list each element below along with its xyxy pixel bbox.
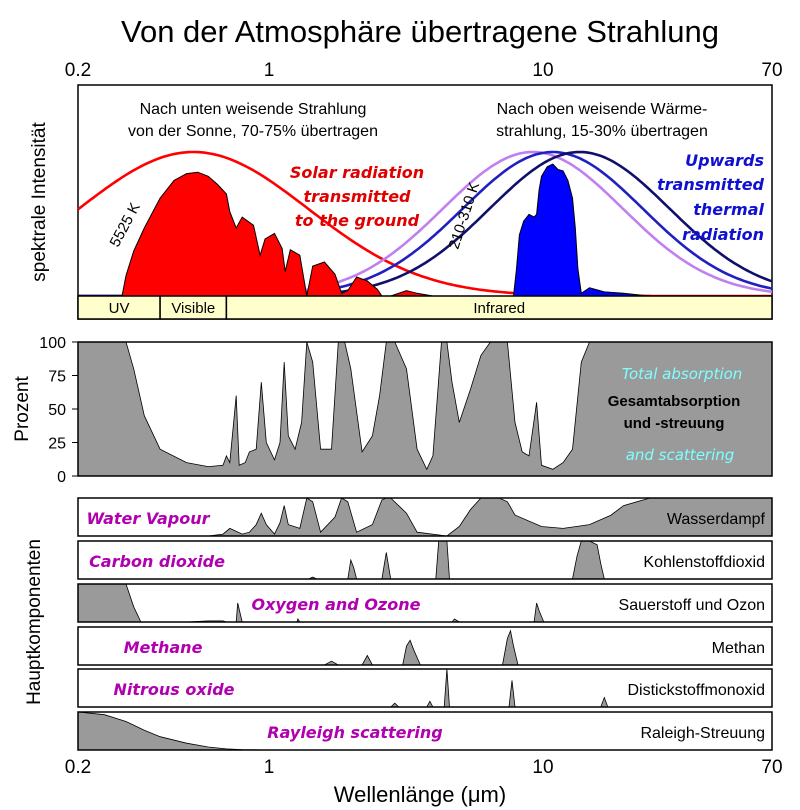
absorption-y-ticks: 0 25 50 75 100 bbox=[39, 335, 66, 486]
component-panel-bg bbox=[78, 669, 772, 707]
absorption-label-en-1: Total absorption bbox=[622, 365, 743, 383]
component-label-de: Distickstoffmonoxid bbox=[627, 682, 765, 699]
component-absorption-area bbox=[78, 497, 773, 537]
band-infrared-label: Infrared bbox=[473, 300, 525, 317]
top-x-tick-70: 70 bbox=[761, 60, 782, 81]
component-panel-oxygen-and-ozone: Sauerstoff und Ozon Oxygen and Ozone bbox=[77, 583, 773, 623]
bottom-x-tick-1: 1 bbox=[264, 757, 275, 778]
band-uv-label: UV bbox=[109, 300, 130, 317]
y-tick-0: 0 bbox=[57, 469, 66, 486]
earth-note-line-2: strahlung, 15-30% übertragen bbox=[496, 123, 708, 140]
bottom-x-tick-0.2: 0.2 bbox=[65, 757, 91, 778]
component-panel-bg bbox=[78, 541, 772, 579]
earth-note-line-1: Nach oben weisende Wärme- bbox=[497, 101, 708, 118]
absorption-ylabel: Prozent bbox=[12, 376, 33, 442]
component-label-en: Nitrous oxide bbox=[114, 680, 235, 699]
absorption-label-de-1: Gesamtabsorption bbox=[608, 393, 741, 410]
component-panel-methane: Methan Methane bbox=[77, 626, 773, 666]
component-label-de: Raleigh-Streuung bbox=[640, 725, 765, 742]
solar-note-line-1: Nach unten weisende Strahlung bbox=[140, 101, 367, 118]
earth-label-line-3: thermal bbox=[693, 200, 764, 219]
component-label-de: Sauerstoff und Ozon bbox=[619, 597, 765, 614]
x-axis-label: Wellenlänge (μm) bbox=[334, 782, 506, 807]
total-absorption-area bbox=[77, 341, 773, 477]
y-tick-100: 100 bbox=[39, 335, 66, 352]
component-label-de: Methan bbox=[712, 640, 765, 657]
component-label-en: Oxygen and Ozone bbox=[252, 595, 421, 614]
wavelength-bands: UV Visible Infrared bbox=[77, 295, 773, 320]
component-panel-bg bbox=[78, 712, 772, 750]
component-panel-frame bbox=[77, 583, 773, 623]
chart-title: Von der Atmosphäre übertragene Strahlung bbox=[121, 14, 719, 49]
band-visible-label: Visible bbox=[171, 300, 215, 317]
spectral-intensity-panel: UV Visible Infrared Nach unten weisende … bbox=[77, 84, 773, 320]
component-label-de: Kohlenstoffdioxid bbox=[643, 554, 765, 571]
component-panel-bg bbox=[78, 584, 772, 622]
top-x-ticks: 0.2 1 10 70 bbox=[65, 60, 783, 81]
components-ylabel: Hauptkomponenten bbox=[24, 539, 45, 705]
solar-label-line-3: to the ground bbox=[295, 211, 420, 230]
component-panel-carbon-dioxide: Kohlenstoffdioxid Carbon dioxide bbox=[77, 540, 773, 580]
solar-label-line-1: Solar radiation bbox=[290, 163, 424, 182]
y-tick-25: 25 bbox=[48, 436, 66, 453]
component-panel-frame bbox=[77, 497, 773, 537]
component-label-en: Water Vapour bbox=[87, 509, 211, 528]
solar-label-line-2: transmitted bbox=[303, 187, 411, 206]
y-tick-75: 75 bbox=[48, 369, 66, 386]
top-x-tick-1: 1 bbox=[264, 60, 275, 81]
component-panels: Wasserdampf Water Vapour Kohlenstoffdioxid… bbox=[77, 497, 773, 751]
top-x-tick-0.2: 0.2 bbox=[65, 60, 91, 81]
component-panel-frame bbox=[77, 668, 773, 708]
band-infrared bbox=[225, 295, 773, 320]
component-panel-rayleigh-scattering: Raleigh-Streuung Rayleigh scattering bbox=[77, 711, 773, 751]
earth-label-line-4: radiation bbox=[682, 225, 764, 244]
component-panel-water-vapour: Wasserdampf Water Vapour bbox=[77, 497, 773, 537]
component-label-de: Wasserdampf bbox=[667, 511, 766, 528]
top-ylabel: spektrale Intensität bbox=[29, 122, 50, 282]
component-panel-frame bbox=[77, 711, 773, 751]
component-label-en: Methane bbox=[124, 638, 203, 657]
absorption-label-en-2: and scattering bbox=[626, 446, 735, 464]
bottom-x-tick-10: 10 bbox=[532, 757, 553, 778]
component-panel-nitrous-oxide: Distickstoffmonoxid Nitrous oxide bbox=[77, 668, 773, 708]
bottom-x-tick-70: 70 bbox=[761, 757, 782, 778]
y-tick-50: 50 bbox=[48, 402, 66, 419]
solar-transmitted-area bbox=[121, 171, 433, 297]
absorption-panel: 0 25 50 75 100 Total absorption Gesamtab… bbox=[39, 335, 773, 486]
component-panel-bg bbox=[78, 627, 772, 665]
solar-note-line-2: von der Sonne, 70-75% übertragen bbox=[128, 123, 378, 140]
bottom-x-ticks: 0.2 1 10 70 bbox=[65, 757, 783, 778]
top-x-tick-10: 10 bbox=[532, 60, 553, 81]
absorption-label-de-2: und -streuung bbox=[624, 415, 725, 432]
component-label-en: Carbon dioxide bbox=[89, 552, 225, 571]
earth-label-line-1: Upwards bbox=[685, 151, 764, 170]
component-panel-frame bbox=[77, 626, 773, 666]
earth-transmitted-area bbox=[512, 163, 651, 297]
component-panel-frame bbox=[77, 540, 773, 580]
earth-label-line-2: transmitted bbox=[657, 175, 765, 194]
component-label-en: Rayleigh scattering bbox=[267, 723, 442, 742]
